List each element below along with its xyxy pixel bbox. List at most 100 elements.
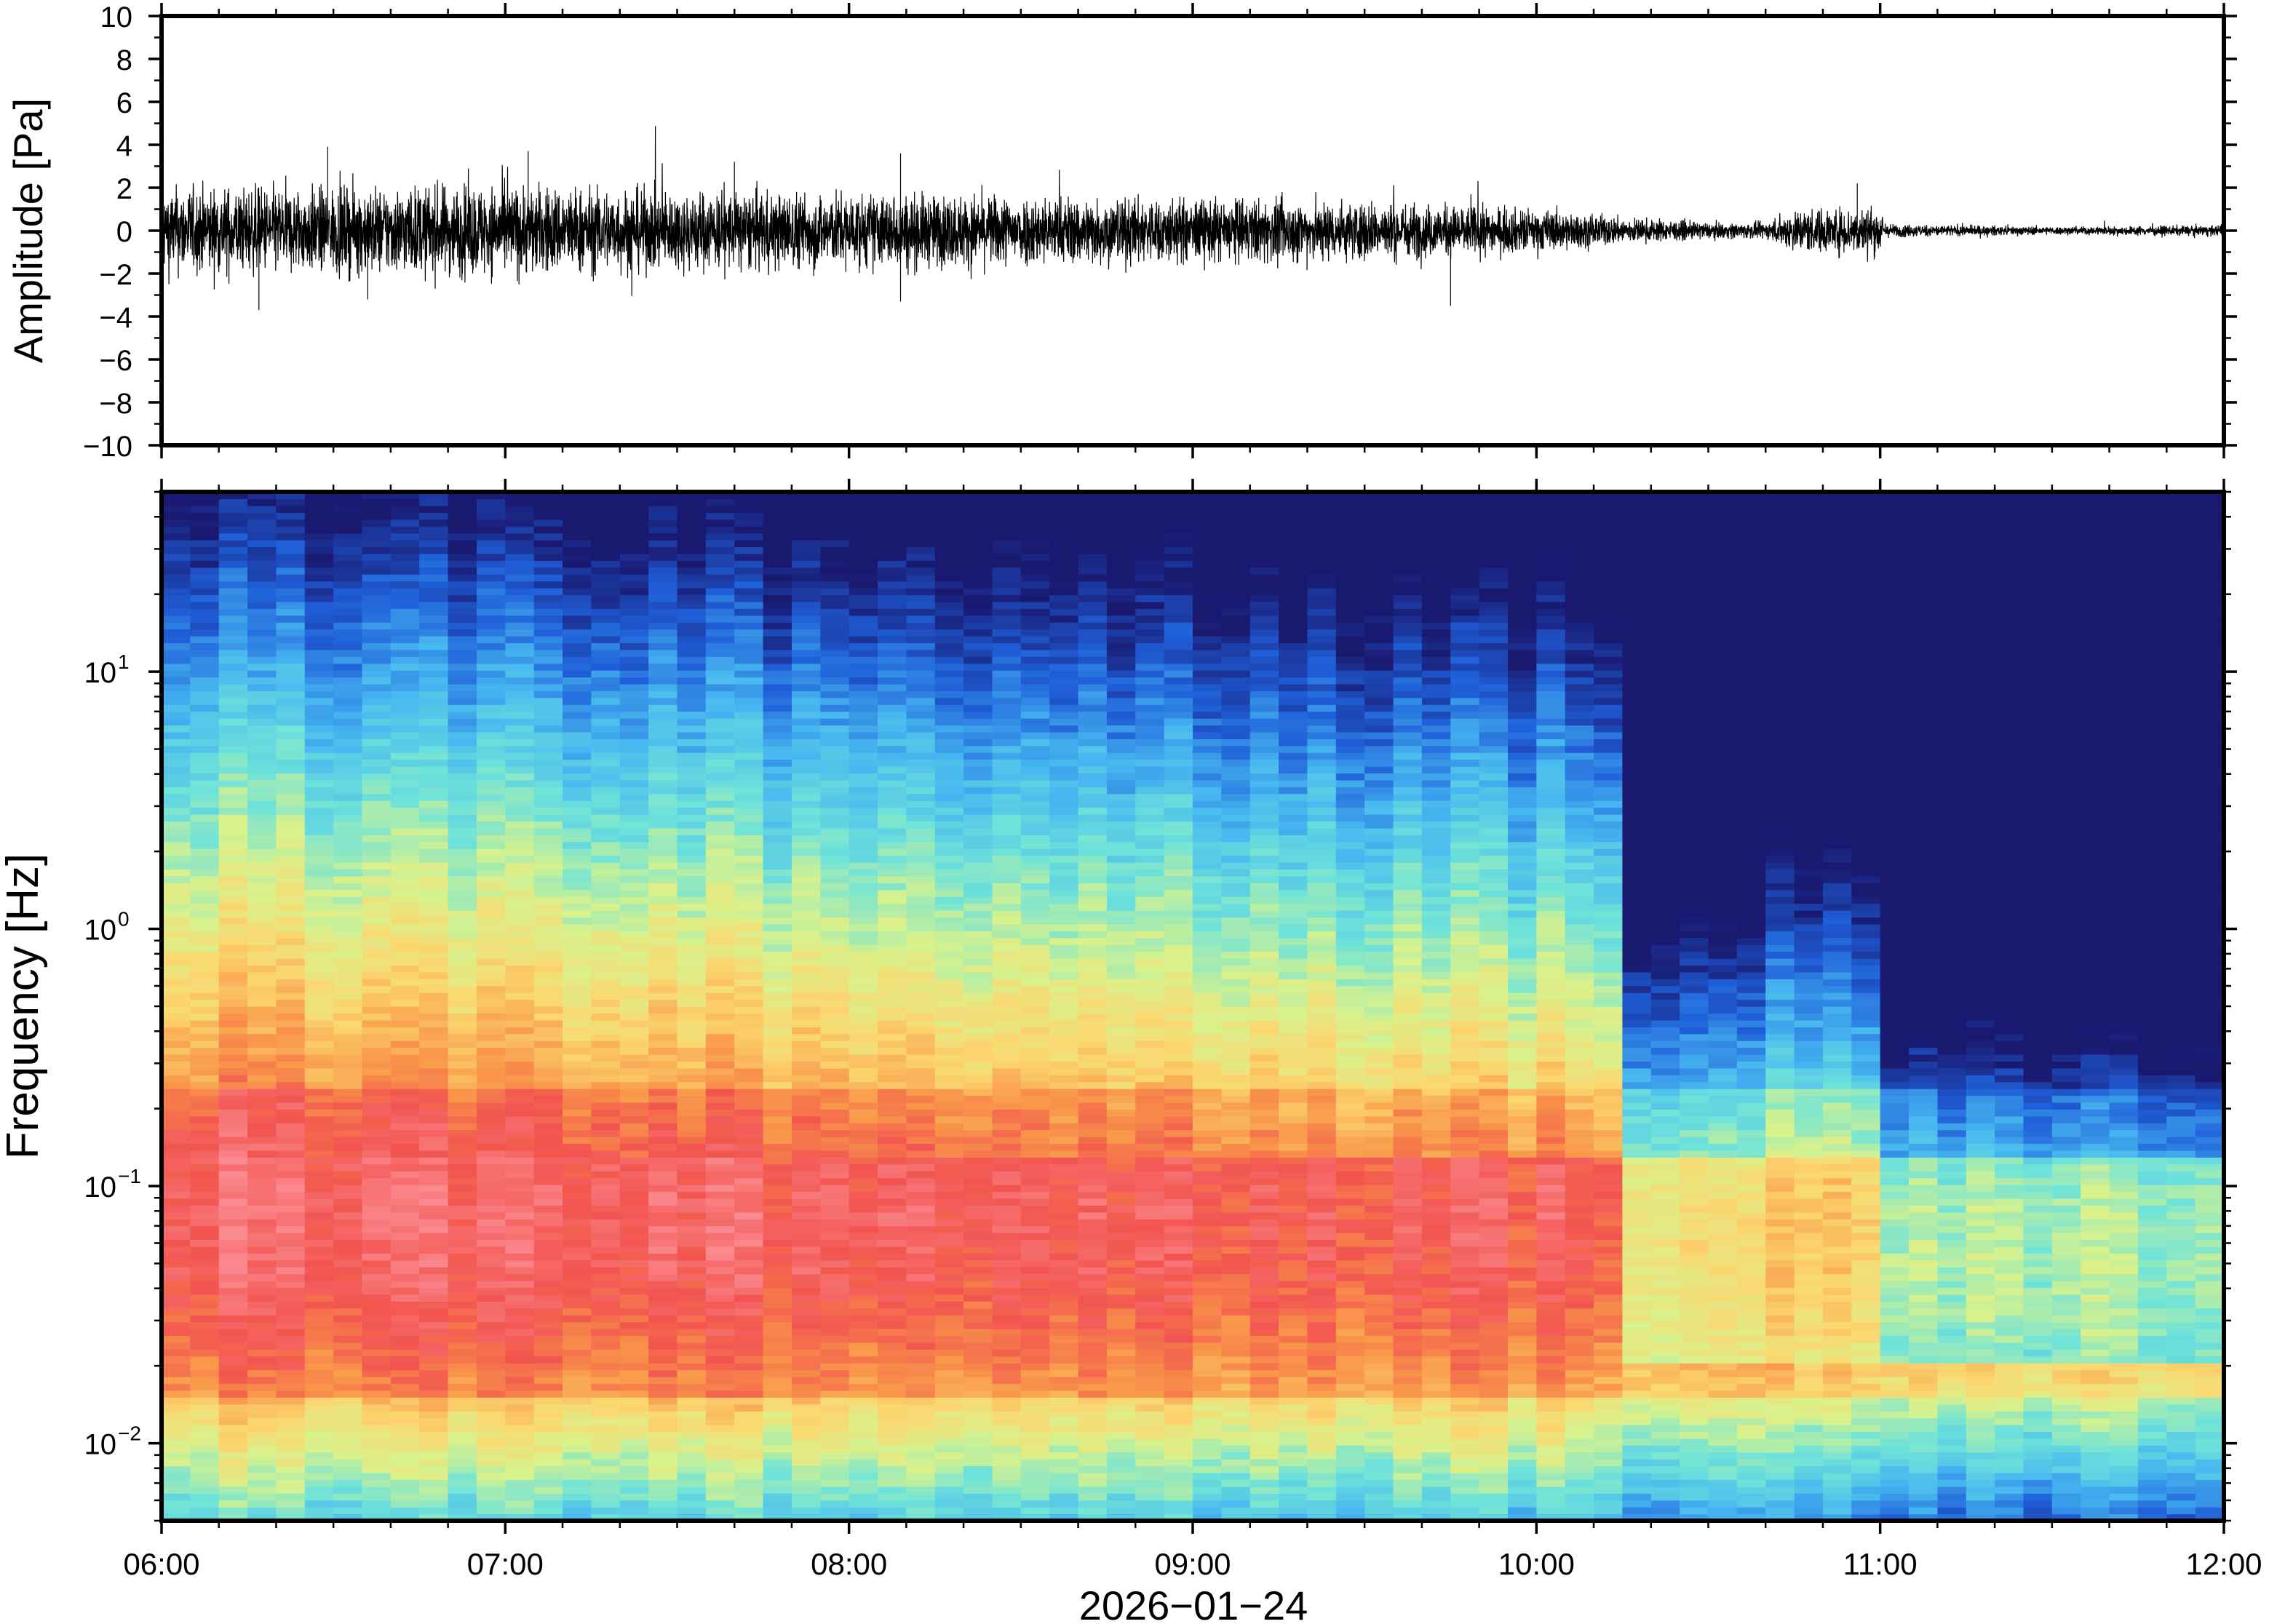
spectrogram-cell [362,808,392,815]
spectrogram-cell [620,1507,649,1514]
spectrogram-cell [677,780,707,787]
spectrogram-cell [620,821,649,828]
spectrogram-cell [247,636,277,643]
spectrogram-cell [276,821,305,828]
spectrogram-cell [849,965,878,972]
spectrogram-cell [963,690,993,698]
spectrogram-cell [992,883,1021,890]
spectrogram-cell [1049,800,1078,808]
spectrogram-cell [305,856,334,863]
spectrogram-cell [534,712,563,719]
spectrogram-cell [992,952,1021,959]
spectrogram-cell [849,1164,878,1171]
spectrogram-cell [276,876,305,883]
spectrogram-cell [247,1088,277,1096]
spectrogram-cell [648,1088,677,1096]
spectrogram-cell [162,677,191,685]
spectrogram-cell [305,650,334,657]
spectrogram-cell [820,581,849,589]
spectrogram-cell [190,704,219,712]
spectrogram-cell [505,656,534,664]
spectrogram-cell [677,1246,707,1254]
spectrogram-cell [906,1130,935,1137]
spectrogram-cell [963,1486,993,1494]
spectrogram-cell [849,1274,878,1281]
spectrogram-cell [190,760,219,767]
spectrogram-cell [276,1150,305,1158]
spectrogram-cell [219,1040,248,1048]
spectrogram-cell [906,1034,935,1041]
spectrogram-cell [734,821,763,828]
spectrogram-cell [706,718,735,725]
spectrogram-cell [305,1075,334,1082]
spectrogram-cell [1021,1322,1050,1329]
spectrogram-cell [792,581,821,589]
spectrogram-cell [362,568,392,575]
spectrogram-cell [305,664,334,671]
spectrogram-cell [763,1240,792,1247]
spectrogram-cell [677,1294,707,1302]
spectrogram-cell [792,752,821,760]
spectrogram-cell [792,1438,821,1446]
spectrogram-cell [1049,1507,1078,1514]
spectrogram-cell [448,1068,477,1075]
spectrogram-cell [448,835,477,842]
spectrogram-cell [391,1240,420,1247]
spectrogram-cell [333,1096,362,1103]
spectrogram-cell [534,540,563,547]
spectrogram-cell [563,821,592,828]
spectrogram-cell [935,1123,964,1130]
spectrogram-cell [448,1164,477,1171]
spectrogram-cell [677,664,707,671]
spectrogram-cell [219,773,248,780]
spectrogram-cell [505,608,534,616]
spectrogram-cell [620,760,649,767]
spectrogram-cell [276,1212,305,1219]
spectrogram-cell [734,1233,763,1240]
spectrogram-cell [677,560,707,568]
spectrogram-cell [734,979,763,986]
spectrogram-cell [734,766,763,773]
spectrogram-cell [878,498,907,506]
spectrogram-cell [448,1096,477,1103]
spectrogram-cell [677,636,707,643]
spectrogram-cell [477,828,506,835]
spectrogram-cell [734,1452,763,1460]
spectrogram-cell [448,1192,477,1199]
spectrogram-cell [333,506,362,513]
spectrogram-cell [305,616,334,623]
spectrogram-cell [162,1452,191,1460]
spectrogram-cell [820,1130,849,1137]
spectrogram-cell [849,890,878,897]
spectrogram-cell [620,1157,649,1164]
spectrogram-cell [505,931,534,938]
spectrogram-cell [362,1507,392,1514]
spectrogram-cell [190,1088,219,1096]
spectrogram-cell [534,698,563,705]
spectrogram-cell [1049,972,1078,979]
spectrogram-cell [878,1431,907,1438]
spectrogram-cell [391,1287,420,1294]
spectrogram-cell [305,526,334,533]
spectrogram-cell [448,540,477,547]
spectrogram-cell [219,690,248,698]
spectrogram-cell [391,1150,420,1158]
spectrogram-cell [591,568,620,575]
spectrogram-cell [906,752,935,760]
spectrogram-cell [477,739,506,746]
spectrogram-cell [1021,1144,1050,1151]
spectrogram-cell [219,594,248,602]
spectrogram-cell [1021,526,1050,533]
spectrogram-cell [906,1075,935,1082]
spectrogram-cell [935,1479,964,1486]
spectrogram-cell [219,1431,248,1438]
spectrogram-cell [935,972,964,979]
spectrogram-cell [820,1479,849,1486]
spectrogram-cell [706,616,735,623]
spectrogram-cell [1049,1040,1078,1048]
spectrogram-cell [1021,1034,1050,1041]
spectrogram-cell [706,1315,735,1322]
spectrogram-cell [448,1445,477,1452]
spectrogram-cell [247,862,277,869]
spectrogram-cell [333,1054,362,1062]
